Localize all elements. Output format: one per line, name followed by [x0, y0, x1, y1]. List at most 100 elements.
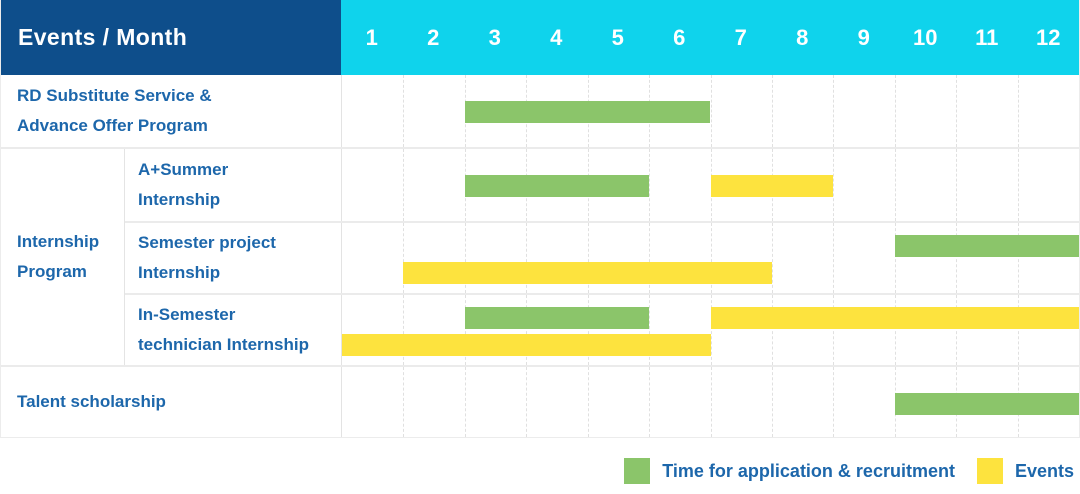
event-row: RD Substitute Service & Advance Offer Pro… [1, 75, 1079, 147]
events-bar [710, 307, 1079, 329]
month-gridline [894, 223, 896, 293]
group-label: Internship Program [1, 149, 125, 365]
month-label-2: 2 [427, 24, 440, 50]
month-gridline [649, 223, 651, 293]
month-gridline [403, 223, 405, 293]
label-line: Program [17, 262, 87, 281]
schedule-table: Events / Month 1 2 3 4 5 6 7 8 9 10 11 12 RD Substi… [0, 0, 1080, 438]
month-gridline [710, 295, 712, 365]
label-line: Internship [138, 190, 221, 209]
label-line: Semester project [138, 233, 276, 252]
month-gridline [894, 149, 896, 221]
event-label: In-Semester technician Internship [125, 295, 341, 365]
month-label-8: 8 [796, 24, 809, 50]
legend: Time for application & recruitment Events [624, 458, 1074, 484]
month-gridline [956, 223, 958, 293]
month-label-9: 9 [857, 24, 870, 50]
month-label-7: 7 [734, 24, 747, 50]
month-gridline [833, 367, 835, 437]
label-line: RD Substitute Service & [17, 86, 212, 105]
legend-label: Time for application & recruitment [662, 460, 955, 481]
event-row: Talent scholarship [1, 365, 1079, 437]
month-header: 1 2 3 4 5 6 7 8 9 10 11 12 [341, 0, 1079, 75]
month-label-3: 3 [488, 24, 501, 50]
event-row: Semester project Internship [125, 221, 1079, 293]
month-gridline [403, 367, 405, 437]
month-gridline [1017, 75, 1019, 147]
month-gridline [526, 223, 528, 293]
application-bar [464, 307, 650, 329]
event-row: A+Summer Internship [125, 149, 1079, 221]
month-gridline [587, 367, 589, 437]
chart-cell [341, 149, 1079, 221]
events-bar [710, 175, 834, 197]
gantt-body: RD Substitute Service & Advance Offer Pro… [1, 75, 1079, 437]
month-gridline [956, 75, 958, 147]
month-gridline [526, 295, 528, 365]
label-line: Internship [138, 263, 221, 282]
month-gridline [833, 149, 835, 221]
label-line: Talent scholarship [17, 392, 166, 411]
month-gridline [956, 149, 958, 221]
label-line: A+Summer [138, 160, 229, 179]
month-label-1: 1 [365, 24, 378, 50]
month-gridline [710, 367, 712, 437]
month-gridline [649, 149, 651, 221]
label-line: technician Internship [138, 335, 309, 354]
application-bar [894, 393, 1079, 415]
event-label: A+Summer Internship [125, 149, 341, 221]
month-gridline [403, 295, 405, 365]
month-gridline [649, 295, 651, 365]
month-gridline [894, 295, 896, 365]
month-gridline [403, 149, 405, 221]
legend-label: Events [1014, 460, 1074, 481]
month-label-5: 5 [611, 24, 624, 50]
month-label-12: 12 [1036, 24, 1061, 50]
month-gridline [710, 75, 712, 147]
legend-item: Events [976, 458, 1074, 484]
event-label: Talent scholarship [1, 367, 341, 437]
chart-cell [341, 75, 1079, 147]
month-gridline [833, 75, 835, 147]
month-gridline [833, 295, 835, 365]
month-gridline [771, 295, 773, 365]
group-rows: A+Summer Internship Semester project Intern… [125, 149, 1079, 365]
month-gridline [1017, 149, 1019, 221]
chart-cell [341, 367, 1079, 437]
month-gridline [464, 367, 466, 437]
month-gridline [587, 223, 589, 293]
month-gridline [833, 223, 835, 293]
events-bar [403, 262, 772, 284]
header-row: Events / Month 1 2 3 4 5 6 7 8 9 10 11 12 [1, 0, 1079, 75]
event-label: RD Substitute Service & Advance Offer Pro… [1, 75, 341, 147]
month-gridline [526, 367, 528, 437]
legend-item: Time for application & recruitment [624, 458, 955, 484]
month-gridline [1017, 223, 1019, 293]
label-line: In-Semester [138, 305, 236, 324]
month-label-11: 11 [975, 24, 999, 50]
month-gridline [771, 223, 773, 293]
label-line: Advance Offer Program [17, 116, 208, 135]
application-bar [894, 235, 1079, 257]
month-gridline [710, 223, 712, 293]
month-gridline [771, 75, 773, 147]
event-row: In-Semester technician Internship [125, 293, 1079, 365]
month-label-6: 6 [673, 24, 686, 50]
month-gridline [1017, 295, 1019, 365]
month-gridline [403, 75, 405, 147]
month-label-4: 4 [550, 24, 563, 50]
application-swatch [624, 458, 651, 484]
event-group: Internship Program A+Summer Internship Semes… [1, 147, 1079, 365]
month-label-10: 10 [913, 24, 938, 50]
label-line: Internship [17, 232, 100, 251]
month-gridline [587, 295, 589, 365]
application-bar [464, 101, 711, 123]
month-gridline [771, 367, 773, 437]
month-gridline [956, 295, 958, 365]
events-month-header-cell: Events / Month [1, 0, 341, 75]
events-swatch [976, 458, 1003, 484]
chart-cell [341, 295, 1079, 365]
application-bar [464, 175, 650, 197]
month-gridline [649, 367, 651, 437]
